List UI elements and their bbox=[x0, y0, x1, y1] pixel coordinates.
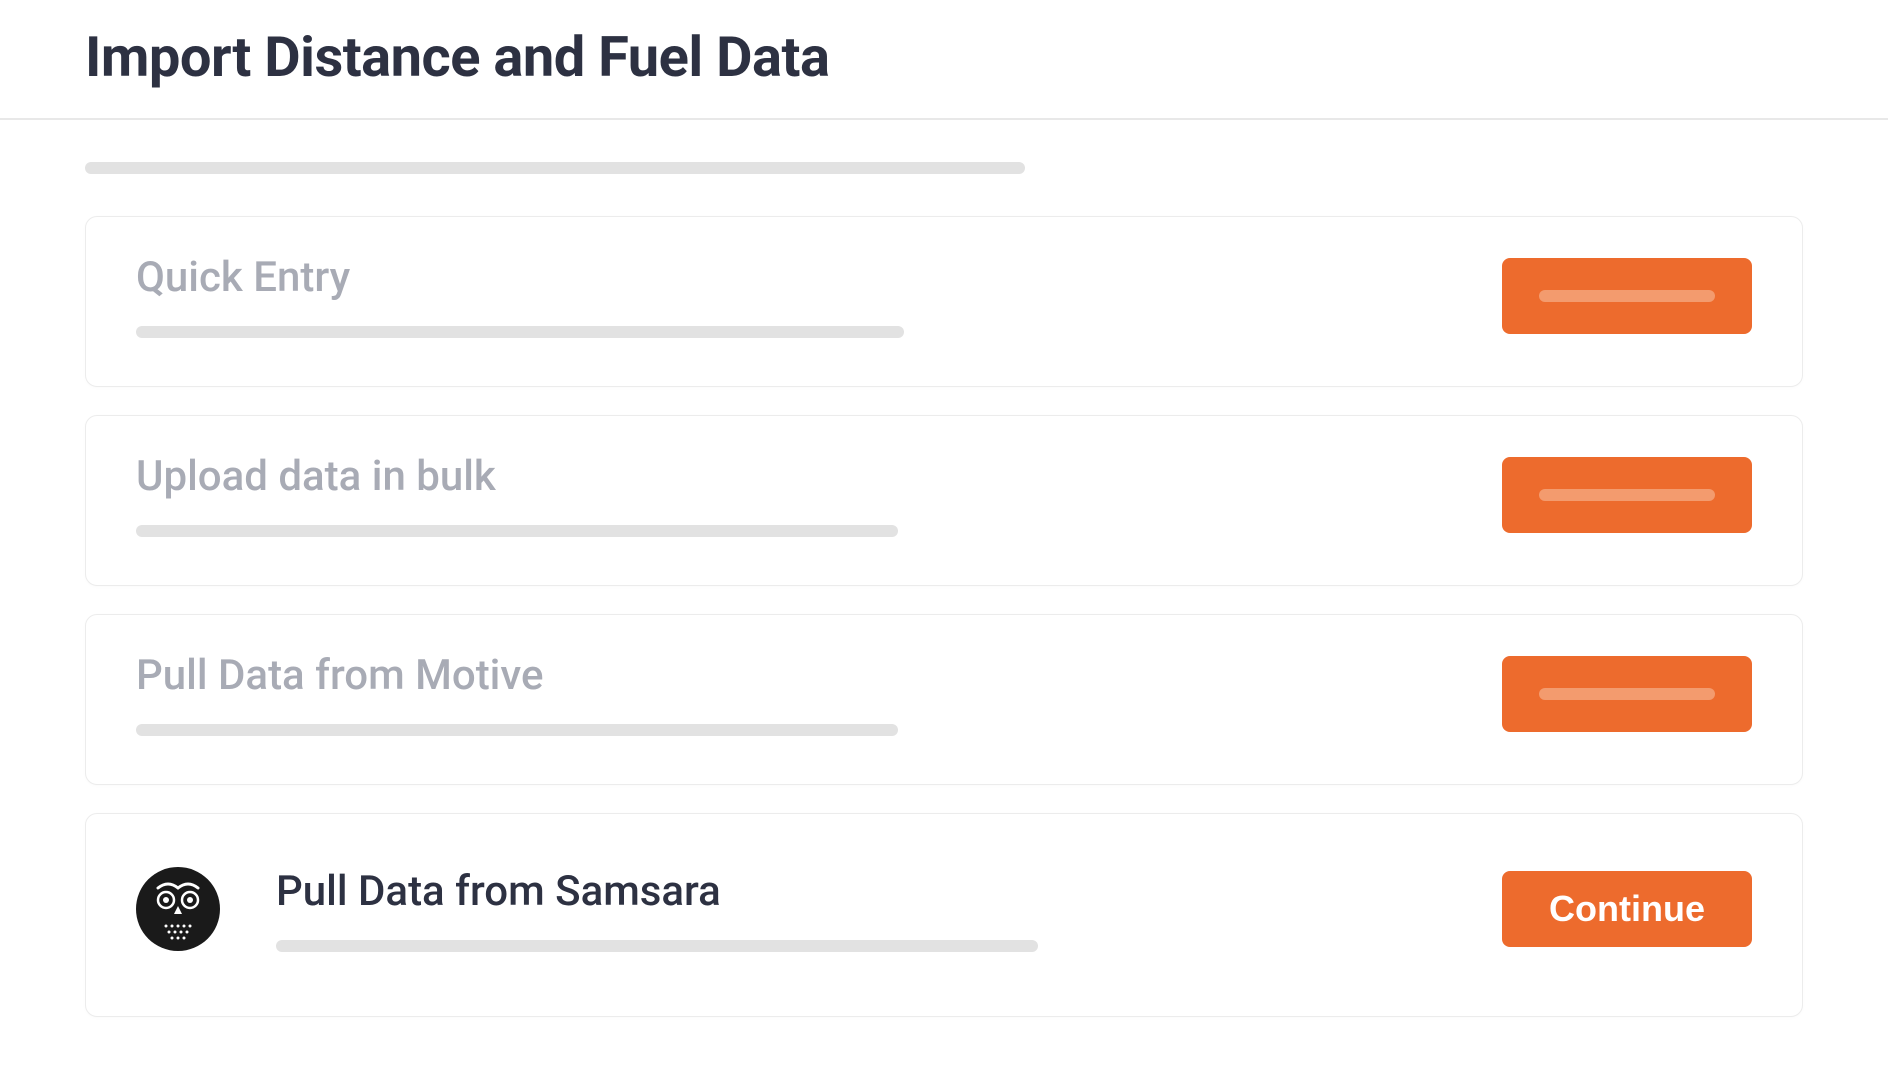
card-pull-samsara: Pull Data from Samsara Continue bbox=[85, 813, 1803, 1017]
continue-button[interactable]: Continue bbox=[1502, 871, 1752, 947]
card-title: Quick Entry bbox=[136, 253, 1502, 302]
card-title: Pull Data from Motive bbox=[136, 651, 1502, 700]
card-text-block: Upload data in bulk bbox=[136, 452, 1502, 537]
upload-bulk-button[interactable] bbox=[1502, 457, 1752, 533]
card-content: Pull Data from Motive bbox=[136, 651, 1502, 736]
button-label: Continue bbox=[1549, 888, 1705, 930]
card-text-block: Pull Data from Samsara bbox=[276, 867, 1502, 952]
import-options-list: Quick Entry Upload data in bulk bbox=[85, 216, 1803, 1017]
page-content: Quick Entry Upload data in bulk bbox=[0, 162, 1888, 1017]
card-text-block: Pull Data from Motive bbox=[136, 651, 1502, 736]
card-content: Pull Data from Samsara bbox=[136, 850, 1502, 968]
card-upload-bulk: Upload data in bulk bbox=[85, 415, 1803, 586]
card-title: Pull Data from Samsara bbox=[276, 867, 1502, 916]
card-title: Upload data in bulk bbox=[136, 452, 1502, 501]
description-skeleton bbox=[85, 162, 1025, 174]
button-label-skeleton bbox=[1539, 290, 1715, 302]
samsara-owl-icon bbox=[136, 850, 220, 968]
card-pull-motive: Pull Data from Motive bbox=[85, 614, 1803, 785]
card-content: Quick Entry bbox=[136, 253, 1502, 338]
card-description-skeleton bbox=[136, 724, 898, 736]
button-label-skeleton bbox=[1539, 688, 1715, 700]
button-label-skeleton bbox=[1539, 489, 1715, 501]
quick-entry-button[interactable] bbox=[1502, 258, 1752, 334]
page-title: Import Distance and Fuel Data bbox=[85, 24, 1803, 90]
card-quick-entry: Quick Entry bbox=[85, 216, 1803, 387]
card-description-skeleton bbox=[136, 326, 904, 338]
pull-motive-button[interactable] bbox=[1502, 656, 1752, 732]
card-text-block: Quick Entry bbox=[136, 253, 1502, 338]
card-content: Upload data in bulk bbox=[136, 452, 1502, 537]
card-description-skeleton bbox=[136, 525, 898, 537]
page-header: Import Distance and Fuel Data bbox=[0, 0, 1888, 120]
card-description-skeleton bbox=[276, 940, 1038, 952]
